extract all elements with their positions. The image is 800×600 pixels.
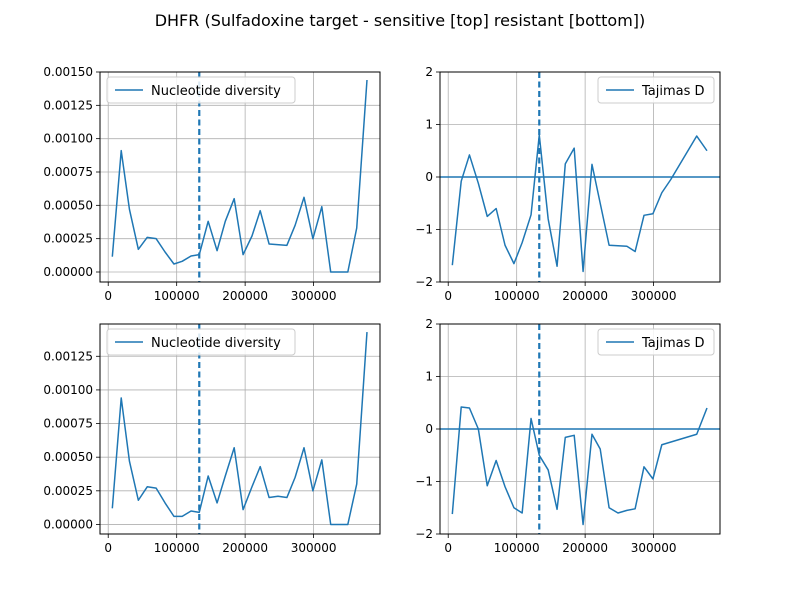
y-tick-label: −2 bbox=[415, 275, 433, 289]
x-tick-label: 300000 bbox=[291, 541, 337, 555]
y-tick-label: 0.00050 bbox=[43, 198, 93, 212]
axes-frame bbox=[99, 71, 381, 283]
y-tick-label: 0.00000 bbox=[43, 517, 93, 531]
legend: Nucleotide diversity bbox=[106, 76, 296, 104]
y-tick-label: 0.00025 bbox=[43, 484, 93, 498]
y-tick-label: 0.00150 bbox=[43, 65, 93, 79]
x-tick-label: 300000 bbox=[291, 289, 337, 303]
y-tick-label: 0 bbox=[425, 422, 433, 436]
x-tick-label: 0 bbox=[104, 541, 112, 555]
legend-label: Nucleotide diversity bbox=[151, 336, 281, 351]
y-tick-label: 2 bbox=[425, 317, 433, 331]
x-tick-label: 300000 bbox=[631, 541, 677, 555]
x-tick-label: 200000 bbox=[562, 541, 608, 555]
x-tick-label: 100000 bbox=[154, 289, 200, 303]
legend-box bbox=[597, 76, 715, 104]
panel-top-left: 0 100000 200000 300000 0.00000 0.00025 0.00050… bbox=[43, 65, 381, 303]
y-tick-label: 0.00050 bbox=[43, 450, 93, 464]
y-tick-label: 0.00100 bbox=[43, 132, 93, 146]
panel-bottom-left: 0 100000 200000 300000 0.00000 0.00025 0.00050… bbox=[43, 323, 381, 555]
x-tick-label: 100000 bbox=[494, 541, 540, 555]
series-line bbox=[451, 134, 708, 273]
y-tick-label: −1 bbox=[415, 223, 433, 237]
y-tick-label: 0 bbox=[425, 170, 433, 184]
series-line bbox=[111, 79, 368, 273]
y-tick-label: 1 bbox=[425, 370, 433, 384]
legend: Nucleotide diversity bbox=[106, 328, 296, 356]
legend-label: Tajimas D bbox=[641, 84, 705, 99]
x-tick-label: 0 bbox=[444, 541, 452, 555]
y-tick-label: 0.00025 bbox=[43, 232, 93, 246]
x-tick-label: 0 bbox=[104, 289, 112, 303]
legend: Tajimas D bbox=[597, 76, 715, 104]
y-tick-label: 0.00125 bbox=[43, 98, 93, 112]
figure-suptitle: DHFR (Sulfadoxine target - sensitive [to… bbox=[155, 11, 646, 30]
legend-label: Nucleotide diversity bbox=[151, 84, 281, 99]
y-tick-label: −1 bbox=[415, 475, 433, 489]
legend-box bbox=[106, 76, 296, 104]
legend: Tajimas D bbox=[597, 328, 715, 356]
y-tick-label: 1 bbox=[425, 118, 433, 132]
x-tick-label: 200000 bbox=[222, 289, 268, 303]
y-tick-label: 0.00075 bbox=[43, 165, 93, 179]
panel-top-right: 0 100000 200000 300000 −2 −1 0 1 2 Tajimas D bbox=[415, 65, 721, 303]
series-line bbox=[111, 332, 368, 526]
legend-box bbox=[597, 328, 715, 356]
series-line bbox=[451, 406, 708, 526]
legend-label: Tajimas D bbox=[641, 336, 705, 351]
x-tick-label: 300000 bbox=[631, 289, 677, 303]
y-tick-label: 0.00125 bbox=[43, 349, 93, 363]
y-tick-label: 2 bbox=[425, 65, 433, 79]
x-tick-label: 100000 bbox=[154, 541, 200, 555]
panel-bottom-right: 0 100000 200000 300000 −2 −1 0 1 2 Tajimas D bbox=[415, 317, 721, 555]
axes-frame bbox=[99, 323, 381, 535]
x-tick-label: 200000 bbox=[222, 541, 268, 555]
x-tick-label: 0 bbox=[444, 289, 452, 303]
x-tick-label: 100000 bbox=[494, 289, 540, 303]
y-tick-label: −2 bbox=[415, 527, 433, 541]
y-tick-label: 0.00000 bbox=[43, 265, 93, 279]
y-tick-label: 0.00100 bbox=[43, 383, 93, 397]
legend-box bbox=[106, 328, 296, 356]
x-tick-label: 200000 bbox=[562, 289, 608, 303]
y-tick-label: 0.00075 bbox=[43, 417, 93, 431]
